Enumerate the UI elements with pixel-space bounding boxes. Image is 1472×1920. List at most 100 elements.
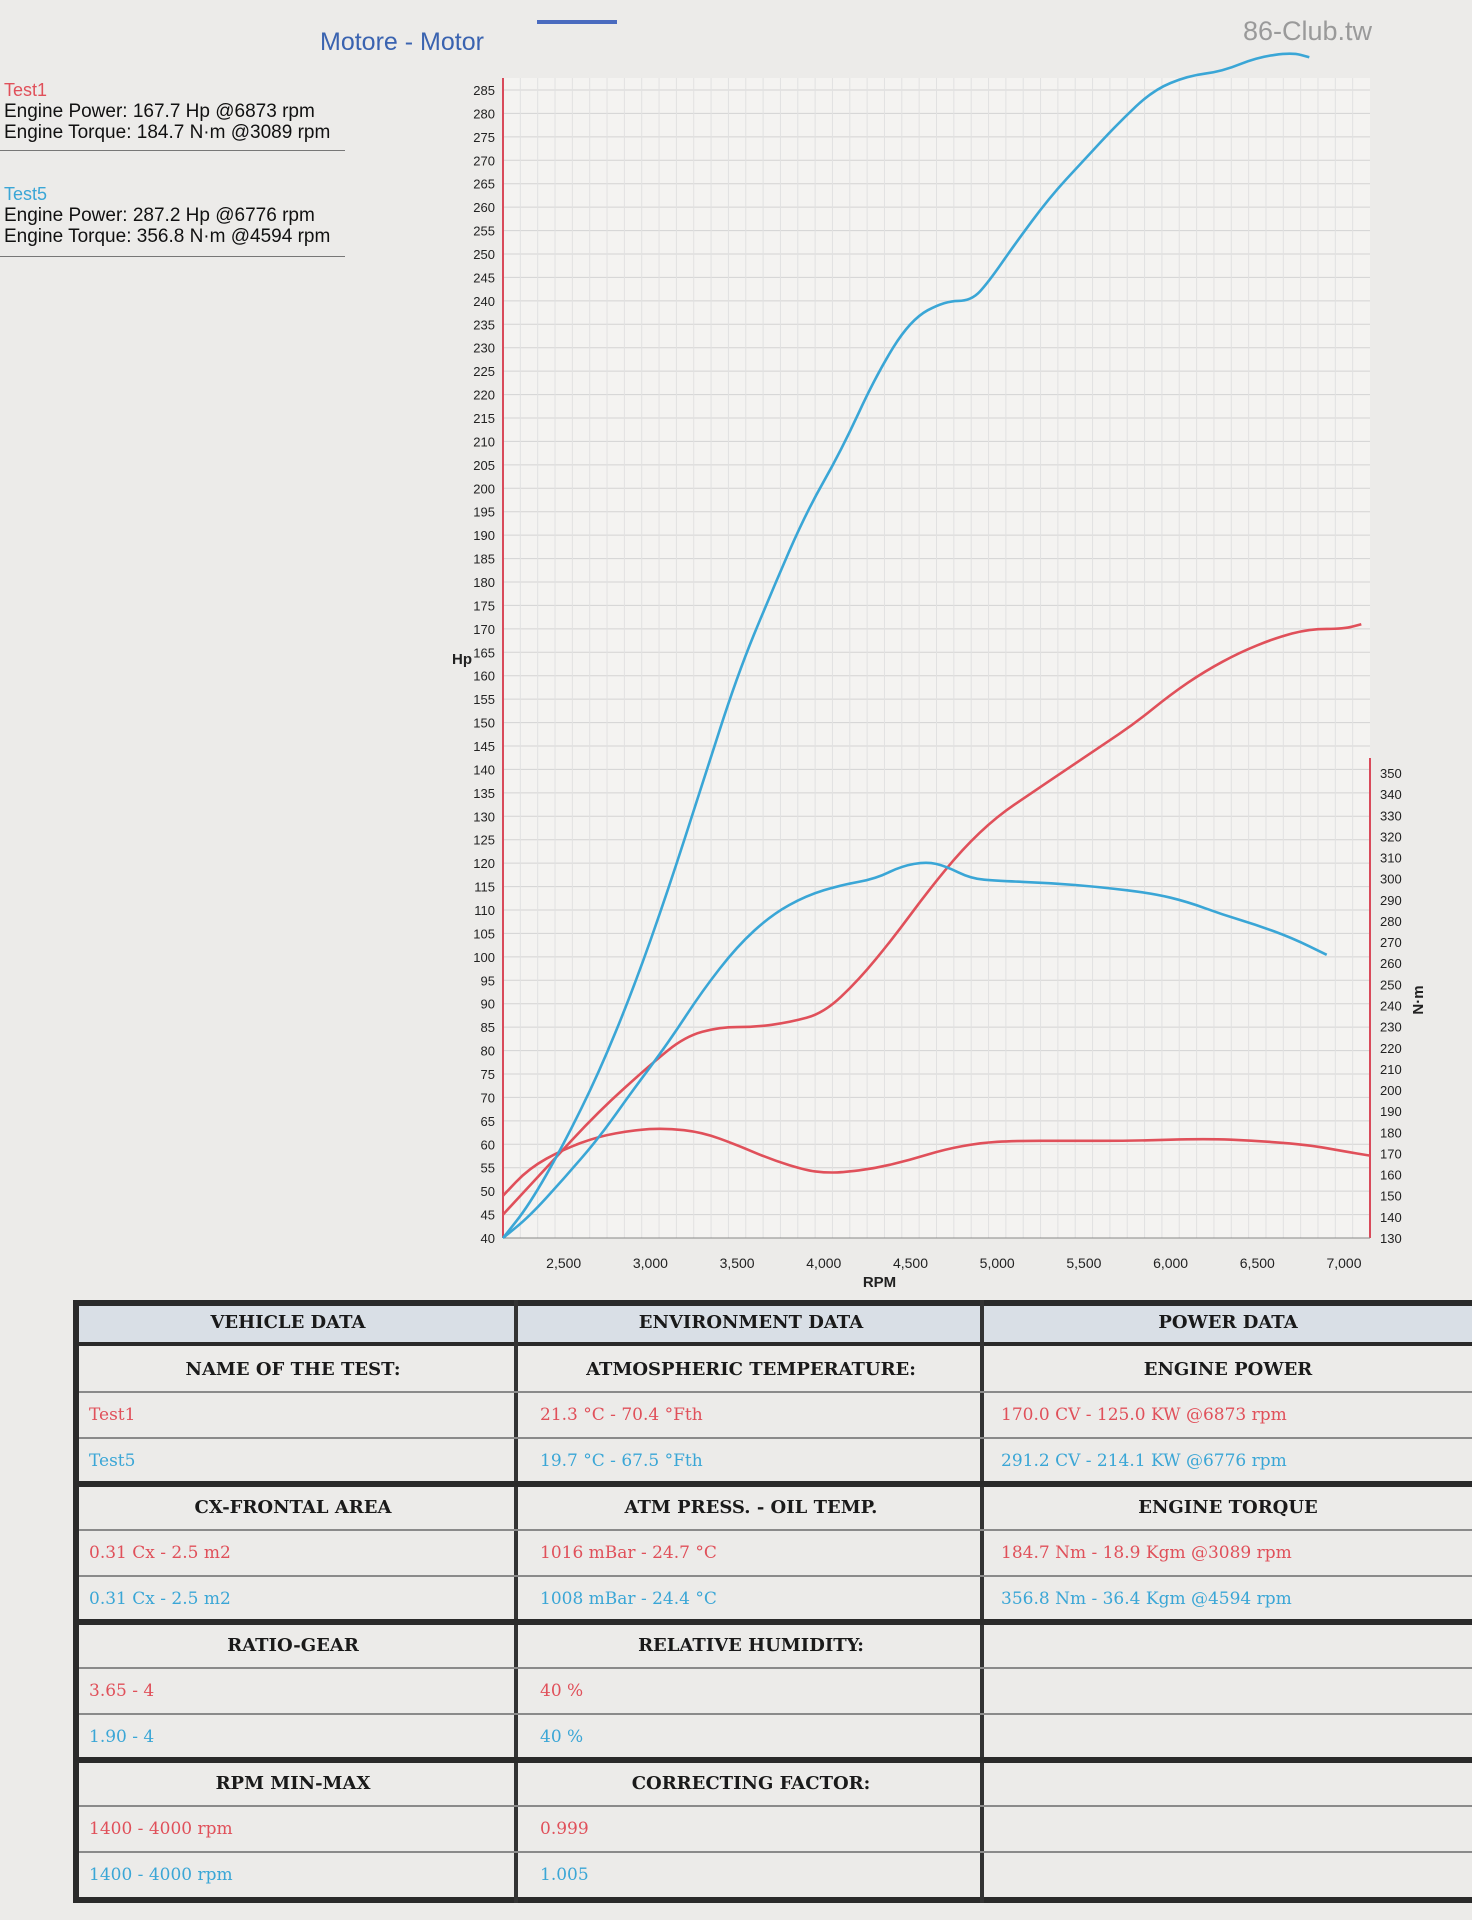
y-right-tick-label: 310 (1380, 851, 1402, 866)
table-cell: 1.005 (540, 1865, 589, 1885)
y-left-tick-label: 235 (473, 317, 495, 332)
y-left-tick-label: 145 (473, 739, 495, 754)
table-section-label: CORRECTING FACTOR: (631, 1773, 871, 1794)
table-cell: 40 % (540, 1727, 584, 1747)
y-right-tick-label: 240 (1380, 999, 1402, 1014)
table-section-label: RATIO-GEAR (227, 1635, 359, 1656)
table-cell: 1400 - 4000 rpm (89, 1865, 233, 1885)
table-section-label: CX-FRONTAL AREA (194, 1497, 392, 1518)
y-left-tick-label: 95 (481, 973, 495, 988)
y-left-tick-label: 250 (473, 247, 495, 262)
test5-power: Engine Power: 287.2 Hp @6776 rpm (4, 205, 315, 226)
y-left-tick-label: 160 (473, 669, 495, 684)
table-cell: 1016 mBar - 24.7 °C (540, 1543, 717, 1563)
test1-torque: Engine Torque: 184.7 N·m @3089 rpm (4, 122, 331, 143)
table-cell: 0.999 (540, 1819, 589, 1839)
table-row-divider (79, 1757, 1472, 1763)
x-tick-label: 4,000 (806, 1255, 841, 1271)
y-left-axis-label: Hp (452, 651, 472, 668)
table-cell: Test5 (89, 1451, 136, 1471)
y-right-tick-label: 140 (1380, 1210, 1402, 1225)
y-right-tick-label: 200 (1380, 1083, 1402, 1098)
table-frame (73, 1300, 1472, 1903)
y-right-tick-label: 150 (1380, 1189, 1402, 1204)
table-row-divider (79, 1575, 1472, 1577)
test5-name: Test5 (4, 184, 48, 204)
table-column-divider (980, 1300, 984, 1903)
y-right-tick-label: 300 (1380, 872, 1402, 887)
table-cell: 19.7 °C - 67.5 °Fth (540, 1451, 703, 1471)
table-row-divider (79, 1529, 1472, 1531)
table-section-label: ATMOSPHERIC TEMPERATURE: (586, 1359, 916, 1380)
summary-divider (0, 150, 345, 151)
table-column-divider (514, 1300, 518, 1903)
table-section-label: ATM PRESS. - OIL TEMP. (624, 1497, 878, 1518)
y-left-tick-label: 280 (473, 106, 495, 121)
table-cell: 1400 - 4000 rpm (89, 1819, 233, 1839)
y-right-tick-label: 220 (1380, 1041, 1402, 1056)
table-cell: 356.8 Nm - 36.4 Kgm @4594 rpm (1001, 1589, 1292, 1609)
y-right-tick-label: 180 (1380, 1125, 1402, 1140)
table-cell: 3.65 - 4 (89, 1681, 155, 1701)
y-left-tick-label: 255 (473, 224, 495, 239)
series-line-test1-power (502, 622, 1362, 1216)
y-right-tick-label: 290 (1380, 893, 1402, 908)
table-header: ENVIRONMENT DATA (638, 1312, 864, 1333)
table-cell: 1008 mBar - 24.4 °C (540, 1589, 717, 1609)
table-cell: 1.90 - 4 (89, 1727, 155, 1747)
table-cell: 40 % (540, 1681, 584, 1701)
y-right-tick-label: 260 (1380, 956, 1402, 971)
y-left-tick-label: 115 (474, 880, 495, 895)
title-underline (537, 20, 617, 24)
y-left-tick-label: 75 (481, 1067, 495, 1082)
y-left-tick-label: 215 (473, 411, 495, 426)
x-tick-label: 6,500 (1240, 1255, 1275, 1271)
x-tick-label: 5,500 (1066, 1255, 1101, 1271)
y-left-tick-label: 110 (474, 903, 495, 918)
x-tick-label: 7,000 (1326, 1255, 1361, 1271)
y-right-tick-label: 330 (1380, 808, 1402, 823)
y-left-tick-label: 155 (473, 692, 495, 707)
y-left-tick-label: 225 (473, 364, 495, 379)
table-row-divider (79, 1713, 1472, 1715)
x-tick-label: 6,000 (1153, 1255, 1188, 1271)
y-right-tick-label: 230 (1380, 1020, 1402, 1035)
y-left-tick-label: 180 (473, 575, 495, 590)
x-tick-label: 5,000 (980, 1255, 1015, 1271)
y-left-tick-label: 205 (473, 458, 495, 473)
y-right-tick-label: 210 (1380, 1062, 1402, 1077)
table-row-divider (79, 1805, 1472, 1807)
dyno-chart: 40 45 50 55 60 65 70 75 80 85 90 95 100 105 110 115 120 1… (452, 52, 1427, 1291)
y-left-tick-label: 210 (473, 434, 495, 449)
y-left-tick-label: 230 (473, 341, 495, 356)
y-left-tick-label: 175 (473, 598, 495, 613)
table-row-divider (79, 1619, 1472, 1625)
y-left-tick-label: 170 (473, 622, 495, 637)
test5-torque: Engine Torque: 356.8 N·m @4594 rpm (4, 226, 331, 247)
chart-title: Motore - Motor (320, 28, 484, 56)
y-left-tick-label: 55 (481, 1161, 495, 1176)
test5-summary: Test5 Engine Power: 287.2 Hp @6776 rpm E… (4, 184, 330, 247)
y-left-tick-label: 45 (481, 1208, 495, 1223)
y-right-tick-label: 170 (1380, 1146, 1402, 1161)
table-cell: 0.31 Cx - 2.5 m2 (89, 1589, 231, 1609)
y-left-tick-label: 240 (473, 294, 495, 309)
y-left-tick-label: 270 (473, 153, 495, 168)
table-header: VEHICLE DATA (210, 1312, 366, 1333)
y-right-tick-label: 320 (1380, 829, 1402, 844)
y-right-tick-label: 340 (1380, 787, 1402, 802)
x-tick-label: 4,500 (893, 1255, 928, 1271)
table-row-divider (79, 1437, 1472, 1439)
table-cell: 291.2 CV - 214.1 KW @6776 rpm (1001, 1451, 1287, 1471)
y-right-tick-label: 160 (1380, 1168, 1402, 1183)
summary-divider (0, 256, 345, 257)
series-line-test5-torque (502, 861, 1328, 1240)
table-row-divider (79, 1851, 1472, 1853)
table-section-label: ENGINE POWER (1143, 1359, 1313, 1380)
y-left-tick-label: 245 (473, 270, 495, 285)
table-cell: 0.31 Cx - 2.5 m2 (89, 1543, 231, 1563)
data-table: VEHICLE DATA ENVIRONMENT DATA POWER DATA NA… (73, 1300, 1472, 1903)
table-cell: 170.0 CV - 125.0 KW @6873 rpm (1001, 1405, 1287, 1425)
y-left-tick-label: 80 (481, 1044, 495, 1059)
table-row-divider (79, 1481, 1472, 1487)
